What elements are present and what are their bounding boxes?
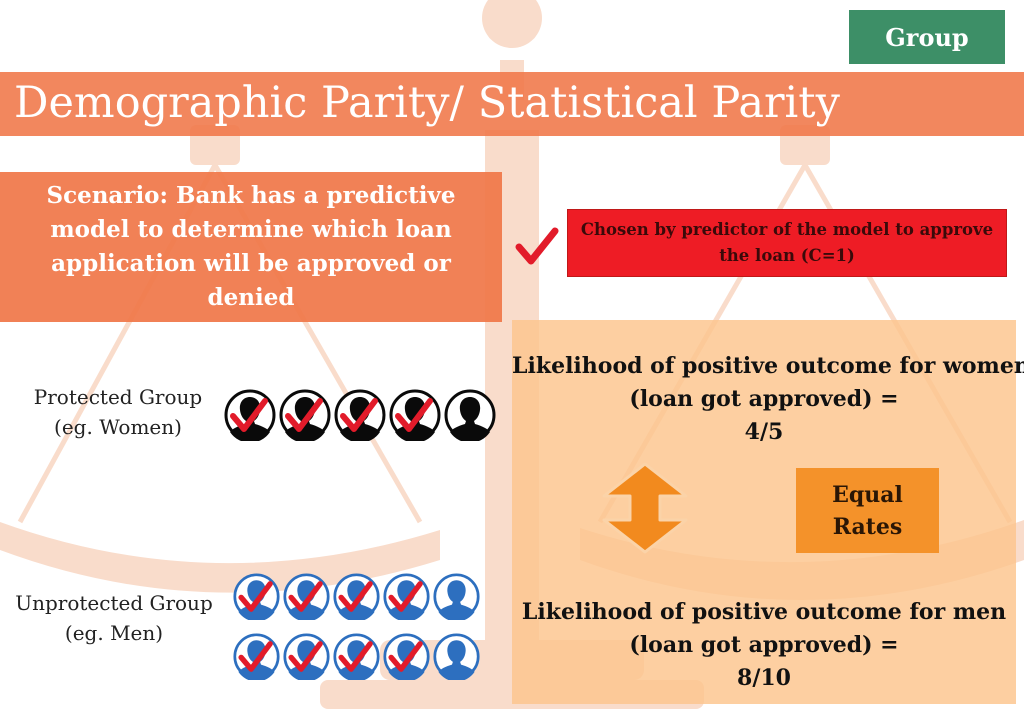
- man-approved-icon: [333, 633, 380, 680]
- women-outcome-ratio: 4/5: [744, 419, 784, 445]
- man-approved-icon: [283, 633, 330, 680]
- men-outcome-line2: (loan got approved) =: [629, 632, 899, 658]
- unprotected-group-label-line1: Unprotected Group: [15, 591, 213, 615]
- women-icon-row: [224, 389, 496, 441]
- equal-rates-line1: Equal: [832, 481, 903, 508]
- man-approved-icon: [233, 573, 280, 620]
- woman-approved-icon: [334, 389, 386, 441]
- double-arrow-icon: [602, 462, 688, 554]
- woman-icon: [444, 389, 496, 441]
- men-icon-row-2: [233, 633, 480, 680]
- men-outcome: Likelihood of positive outcome for men (…: [512, 596, 1016, 695]
- man-approved-icon: [283, 573, 330, 620]
- equal-rates-line2: Rates: [832, 513, 903, 540]
- page-title: Demographic Parity/ Statistical Parity: [14, 78, 840, 128]
- man-icon: [433, 633, 480, 680]
- man-icon: [433, 573, 480, 620]
- group-badge: Group: [849, 10, 1005, 64]
- equal-rates-box: Equal Rates: [796, 468, 939, 553]
- scenario-text: Scenario: Bank has a predictive model to…: [46, 182, 456, 311]
- woman-approved-icon: [224, 389, 276, 441]
- protected-group-label: Protected Group (eg. Women): [18, 382, 218, 442]
- woman-approved-icon: [389, 389, 441, 441]
- scenario-box: Scenario: Bank has a predictive model to…: [0, 172, 502, 322]
- woman-approved-icon: [279, 389, 331, 441]
- unprotected-group-label: Unprotected Group (eg. Men): [8, 588, 220, 648]
- men-outcome-ratio: 8/10: [737, 665, 791, 691]
- women-outcome: Likelihood of positive outcome for women…: [512, 350, 1024, 449]
- man-approved-icon: [233, 633, 280, 680]
- checkmark-icon: [515, 227, 559, 265]
- man-approved-icon: [383, 573, 430, 620]
- women-outcome-line1: Likelihood of positive outcome for women: [512, 353, 1024, 379]
- women-outcome-line2: (loan got approved) =: [629, 386, 899, 412]
- man-approved-icon: [333, 573, 380, 620]
- unprotected-group-label-line2: (eg. Men): [64, 621, 164, 645]
- title-bar: [0, 72, 1024, 136]
- men-icon-row-1: [233, 573, 480, 620]
- legend-text: Chosen by predictor of the model to appr…: [580, 220, 994, 265]
- men-outcome-line1: Likelihood of positive outcome for men: [521, 599, 1007, 625]
- protected-group-label-line1: Protected Group: [33, 385, 203, 409]
- man-approved-icon: [383, 633, 430, 680]
- protected-group-label-line2: (eg. Women): [54, 415, 182, 439]
- legend-box: Chosen by predictor of the model to appr…: [567, 209, 1007, 277]
